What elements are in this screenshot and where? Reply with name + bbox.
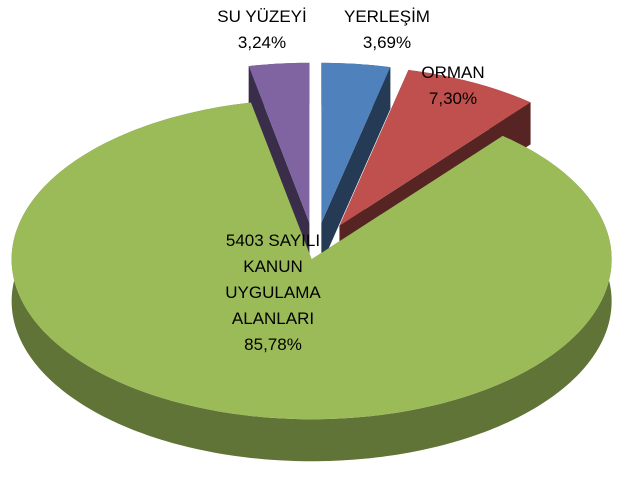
category-label: ORMAN (421, 63, 485, 82)
slice-side (321, 67, 391, 265)
slice-label: 5403 SAYILI KANUN UYGULAMA ALANLARI 85,78… (213, 228, 333, 358)
value-label: 3,69% (362, 33, 412, 52)
slice-label: YERLEŞİM 3,69% (322, 4, 452, 56)
category-label: SU YÜZEYİ (217, 7, 307, 26)
slice-tops (11, 62, 612, 420)
slice-label: ORMAN 7,30% (393, 60, 513, 112)
category-label: 5403 SAYILI KANUN UYGULAMA ALANLARI (225, 231, 321, 328)
value-label: 3,24% (237, 33, 287, 52)
slice-label: SU YÜZEYİ 3,24% (197, 4, 327, 56)
slice (321, 62, 391, 223)
category-label: YERLEŞİM (344, 7, 430, 26)
slice (248, 62, 310, 223)
value-label: 7,30% (428, 89, 478, 108)
value-label: 85,78% (244, 335, 302, 354)
slice (339, 70, 531, 226)
slice (11, 102, 612, 420)
